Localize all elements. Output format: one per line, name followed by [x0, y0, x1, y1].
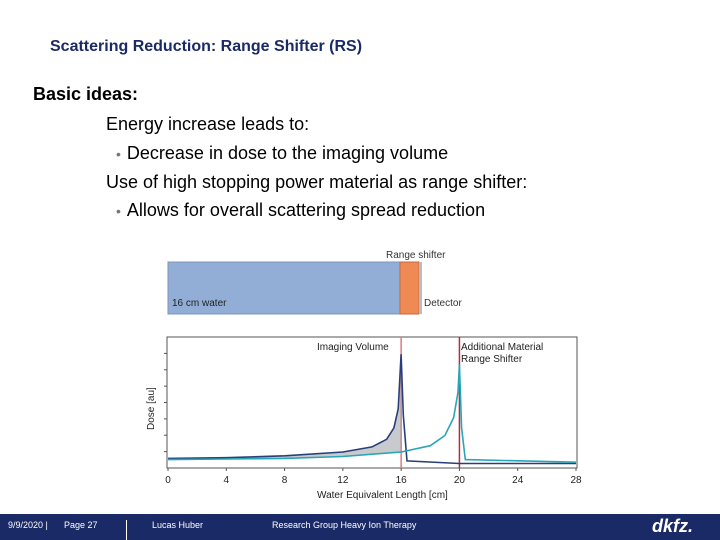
x-axis-label: Water Equivalent Length [cm]	[317, 490, 448, 501]
series-line-1	[167, 364, 577, 463]
range-shifter-label: Range shifter	[386, 250, 446, 261]
annotation-imaging-volume: Imaging Volume	[317, 342, 389, 353]
footer-divider	[126, 520, 127, 540]
bullet-icon: •	[116, 203, 121, 219]
annotation-additional-material: Additional Material	[461, 342, 543, 353]
annotation-range-shifter: Range Shifter	[461, 354, 523, 365]
x-tick-label: 12	[337, 475, 349, 486]
bullet-line-2: • Allows for overall scattering spread re…	[116, 200, 486, 220]
water-label: 16 cm water	[172, 298, 227, 309]
series-line-0	[167, 354, 576, 465]
slide-title: Scattering Reduction: Range Shifter (RS)	[50, 38, 363, 55]
dose-difference-area	[168, 354, 402, 460]
x-tick-label: 8	[282, 475, 288, 486]
detector-block	[419, 262, 422, 314]
footer-date: 9/9/2020 |	[8, 520, 48, 530]
footer-page: Page 27	[64, 520, 98, 530]
x-tick-label: 20	[454, 475, 466, 486]
x-tick-label: 16	[396, 475, 408, 486]
text-line-1: Energy increase leads to:	[106, 114, 310, 134]
detector-label: Detector	[424, 298, 462, 309]
dkfz-logo: dkfz.	[652, 516, 694, 536]
bullet-line-1: • Decrease in dose to the imaging volume	[116, 143, 449, 163]
x-tick-label: 4	[224, 475, 230, 486]
x-tick-label: 0	[165, 475, 171, 486]
footer-bar: 9/9/2020 | Page 27 Lucas Huber Research …	[0, 514, 720, 540]
footer-author: Lucas Huber	[152, 520, 204, 530]
footer-group: Research Group Heavy Ion Therapy	[272, 520, 417, 530]
x-tick-label: 28	[570, 475, 582, 486]
x-tick-label: 24	[512, 475, 524, 486]
water-block	[167, 261, 401, 315]
text-line-2: Use of high stopping power material as r…	[106, 172, 528, 192]
subheading: Basic ideas:	[33, 84, 139, 104]
dose-chart: Imaging Volume Additional Material Range…	[146, 336, 582, 501]
bullet-icon: •	[116, 146, 121, 162]
setup-diagram: Range shifter 16 cm water Detector	[167, 250, 462, 315]
y-axis-label: Dose [au]	[146, 387, 157, 430]
